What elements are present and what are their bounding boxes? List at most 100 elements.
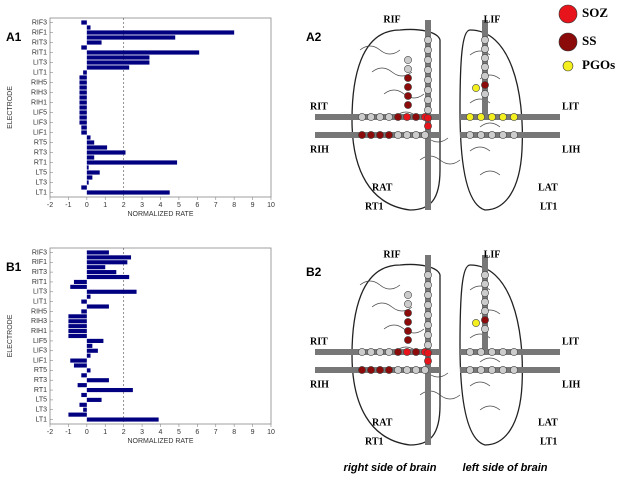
electrode <box>477 366 485 374</box>
x-tick-label: 1 <box>103 202 107 209</box>
electrode-label: LIF <box>484 14 501 25</box>
y-tick-label: RT1 <box>34 387 47 394</box>
y-tick-label: LIT1 <box>33 69 47 76</box>
y-tick-label: LT3 <box>35 407 47 414</box>
electrode-label: RIT <box>310 336 328 347</box>
bar <box>81 373 87 378</box>
x-tick-label: 1 <box>103 429 107 436</box>
y-tick-label: RIF1 <box>32 29 47 36</box>
electrode <box>424 46 432 54</box>
y-tick-label: RIT1 <box>32 49 47 56</box>
bar <box>86 145 108 150</box>
electrode <box>404 300 412 308</box>
y-tick-label: RIF3 <box>32 249 47 256</box>
bar <box>79 80 87 85</box>
electrode-label: RIF <box>383 14 400 25</box>
electrode-label: LIT <box>562 336 580 347</box>
electrode <box>424 114 432 122</box>
electrode <box>466 131 474 139</box>
electrode-label: LIF <box>484 249 501 260</box>
electrode <box>481 289 489 297</box>
gyrus <box>469 50 491 56</box>
electrode <box>499 348 507 356</box>
electrode <box>424 76 432 84</box>
bar <box>86 368 91 373</box>
electrode <box>424 271 432 279</box>
y-tick-label: LT5 <box>35 397 47 404</box>
electrode <box>404 336 412 344</box>
bar <box>68 314 87 319</box>
bar <box>86 265 106 270</box>
electrode <box>424 66 432 74</box>
y-axis-label: ELECTRODE <box>7 86 14 129</box>
electrode-label: LIH <box>562 379 581 390</box>
y-tick-label: LT5 <box>35 169 47 176</box>
electrode-label: RT1 <box>365 201 384 212</box>
electrode <box>367 348 375 356</box>
y-tick-label: LIT3 <box>33 59 47 66</box>
electrode <box>424 122 432 130</box>
x-tick-label: -2 <box>47 202 53 209</box>
y-tick-label: RIH3 <box>31 89 47 96</box>
bar <box>81 185 87 190</box>
electrode <box>394 131 402 139</box>
bar <box>86 270 117 275</box>
x-tick-label: 9 <box>251 429 255 436</box>
electrode <box>394 113 402 121</box>
electrode <box>358 113 366 121</box>
bar <box>79 120 87 125</box>
electrode <box>466 366 474 374</box>
y-tick-label: LIF5 <box>33 338 47 345</box>
y-tick-label: RIF3 <box>32 19 47 26</box>
y-tick-label: LIF1 <box>33 357 47 364</box>
electrode <box>358 366 366 374</box>
electrode <box>424 301 432 309</box>
x-tick-label: 0 <box>85 202 89 209</box>
electrode <box>376 366 384 374</box>
electrode <box>404 101 412 109</box>
electrode <box>472 84 480 92</box>
electrode <box>481 72 489 80</box>
y-tick-label: RIH1 <box>31 99 47 106</box>
gyrus <box>469 146 491 152</box>
bar <box>86 25 91 30</box>
legend-label: SOZ <box>582 5 608 20</box>
electrode <box>385 113 393 121</box>
bar <box>86 60 150 65</box>
electrode <box>481 90 489 98</box>
y-tick-label: RT3 <box>34 377 47 384</box>
y-tick-label: RIT1 <box>32 279 47 286</box>
x-tick-label: 5 <box>177 202 181 209</box>
bar <box>86 175 93 180</box>
electrode <box>404 309 412 317</box>
electrode <box>488 131 496 139</box>
electrode-label: LAT <box>538 182 558 193</box>
electrode <box>510 348 518 356</box>
electrode <box>394 348 402 356</box>
bar <box>86 180 89 185</box>
bar <box>68 329 87 334</box>
bar <box>86 190 170 195</box>
electrode <box>412 113 420 121</box>
x-tick-label: 8 <box>232 202 236 209</box>
electrode <box>358 348 366 356</box>
bar <box>79 100 87 105</box>
electrode <box>481 316 489 324</box>
gyrus <box>469 98 491 104</box>
electrode <box>424 311 432 319</box>
electrode <box>385 348 393 356</box>
electrode <box>466 348 474 356</box>
y-tick-label: LIT3 <box>33 289 47 296</box>
electrode <box>481 81 489 89</box>
electrode <box>404 92 412 100</box>
bar <box>81 45 87 50</box>
electrode <box>488 348 496 356</box>
bar <box>86 165 89 170</box>
bar <box>86 35 176 40</box>
bar <box>86 135 91 140</box>
bar <box>81 130 87 135</box>
electrode <box>424 321 432 329</box>
electrode <box>385 366 393 374</box>
y-tick-label: LT1 <box>35 189 47 196</box>
bar <box>86 140 95 145</box>
